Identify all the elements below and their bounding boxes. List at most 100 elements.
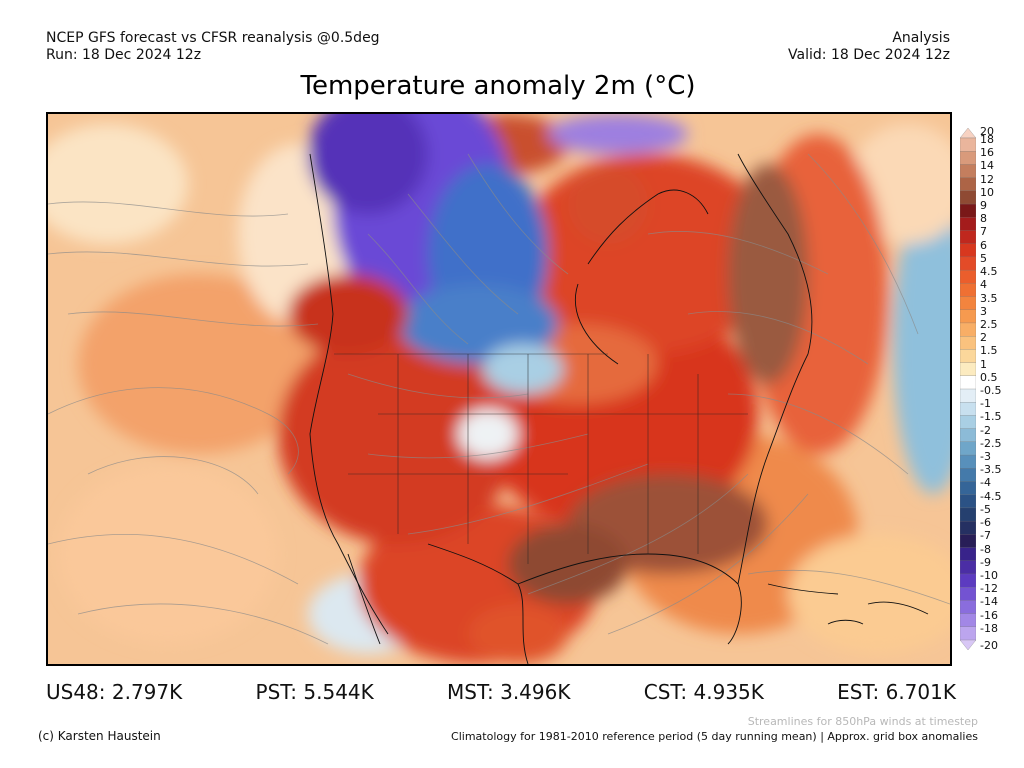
colorbar-swatch <box>960 587 976 602</box>
colorbar-swatch <box>960 256 976 271</box>
colorbar-label: -3 <box>980 450 991 464</box>
colorbar <box>960 128 976 650</box>
colorbar-swatch <box>960 164 976 179</box>
colorbar-label: 12 <box>980 172 994 186</box>
colorbar-swatch <box>960 626 976 641</box>
colorbar-label: 14 <box>980 159 994 173</box>
colorbar-label: -4.5 <box>980 489 1002 503</box>
colorbar-swatch <box>960 454 976 469</box>
colorbar-swatch <box>960 547 976 562</box>
colorbar-label: 1.5 <box>980 344 998 358</box>
colorbar-swatch <box>960 283 976 298</box>
colorbar-swatch <box>960 375 976 390</box>
colorbar-swatch <box>960 137 976 152</box>
colorbar-label: 4 <box>980 278 987 292</box>
map-title: Temperature anomaly 2m (°C) <box>300 71 696 101</box>
colorbar-label: -1.5 <box>980 410 1002 424</box>
region-anomaly-stats: US48: 2.797K PST: 5.544K MST: 3.496K CST… <box>46 678 956 706</box>
colorbar-label: -18 <box>980 621 998 635</box>
colorbar-swatch <box>960 402 976 417</box>
colorbar-swatch <box>960 230 976 245</box>
climatology-note: Climatology for 1981-2010 reference peri… <box>451 730 978 743</box>
colorbar-label: 6 <box>980 238 987 252</box>
colorbar-label: 10 <box>980 185 994 199</box>
colorbar-label: 3 <box>980 304 987 318</box>
colorbar-label: -14 <box>980 595 998 609</box>
colorbar-swatch <box>960 296 976 311</box>
colorbar-label: -4 <box>980 476 991 490</box>
colorbar-label: 1 <box>980 357 987 371</box>
colorbar-label: 7 <box>980 225 987 239</box>
stat-pst: PST: 5.544K <box>255 680 374 704</box>
colorbar-swatch <box>960 560 976 575</box>
run-time: Run: 18 Dec 2024 12z <box>46 47 202 63</box>
colorbar-swatch <box>960 388 976 403</box>
coastlines <box>309 153 929 664</box>
colorbar-swatch <box>960 415 976 430</box>
colorbar-swatch <box>960 441 976 456</box>
colorbar-swatch <box>960 151 976 166</box>
author-credit: (c) Karsten Haustein <box>38 729 161 743</box>
colorbar-swatch <box>960 507 976 522</box>
colorbar-label: 16 <box>980 146 994 160</box>
colorbar-label: 0.5 <box>980 370 998 384</box>
colorbar-swatch <box>960 322 976 337</box>
model-description: NCEP GFS forecast vs CFSR reanalysis @0.… <box>46 30 380 46</box>
colorbar-label: -7 <box>980 529 991 543</box>
colorbar-labels: 20 18 16 14 12 10 9 8 7 6 5 4.5 4 3.5 3 2.5 2 1.5 1 0.5 -0.5… <box>980 125 1024 652</box>
colorbar-label: -12 <box>980 582 998 596</box>
colorbar-swatch <box>960 534 976 549</box>
colorbar-label: -20 <box>980 639 998 652</box>
streamline-note: Streamlines for 850hPa winds at timestep <box>747 715 978 728</box>
colorbar-swatches <box>960 128 976 650</box>
header-right: Analysis Valid: 18 Dec 2024 12z <box>788 30 950 64</box>
analysis-label: Analysis <box>892 30 950 46</box>
colorbar-label: 9 <box>980 199 987 213</box>
colorbar-label: -1 <box>980 397 991 411</box>
colorbar-label: -5 <box>980 502 991 516</box>
colorbar-swatch <box>960 309 976 324</box>
colorbar-swatch <box>960 468 976 483</box>
colorbar-swatch <box>960 481 976 496</box>
colorbar-label: 8 <box>980 212 987 226</box>
state-borders <box>334 353 748 564</box>
colorbar-label: 18 <box>980 133 994 146</box>
stat-us48: US48: 2.797K <box>46 680 183 704</box>
colorbar-label: -2 <box>980 423 991 437</box>
colorbar-swatch <box>960 613 976 628</box>
anomaly-shading <box>48 114 950 664</box>
colorbar-swatch <box>960 349 976 364</box>
colorbar-swatch <box>960 639 976 650</box>
wind-streamlines <box>48 153 950 645</box>
anomaly-map <box>46 112 952 666</box>
colorbar-label: -3.5 <box>980 463 1002 477</box>
colorbar-label: 2.5 <box>980 317 998 331</box>
colorbar-swatch <box>960 573 976 588</box>
colorbar-label: 5 <box>980 251 987 265</box>
valid-time: Valid: 18 Dec 2024 12z <box>788 47 950 63</box>
colorbar-label: -16 <box>980 608 998 622</box>
colorbar-label: -6 <box>980 516 991 530</box>
colorbar-swatch <box>960 494 976 509</box>
colorbar-swatch <box>960 269 976 284</box>
colorbar-swatch <box>960 336 976 351</box>
colorbar-swatch <box>960 600 976 615</box>
colorbar-swatch <box>960 177 976 192</box>
colorbar-label: 4.5 <box>980 265 998 279</box>
colorbar-label: -0.5 <box>980 384 1002 397</box>
colorbar-label: -2.5 <box>980 436 1002 450</box>
anomaly-map-canvas <box>48 114 950 664</box>
colorbar-swatch <box>960 362 976 377</box>
colorbar-label: 20 <box>980 125 994 138</box>
colorbar-swatch <box>960 128 976 139</box>
header-left: NCEP GFS forecast vs CFSR reanalysis @0.… <box>46 30 380 64</box>
colorbar-swatch <box>960 190 976 205</box>
colorbar-swatch <box>960 217 976 232</box>
stat-est: EST: 6.701K <box>837 680 956 704</box>
colorbar-label: 2 <box>980 331 987 345</box>
colorbar-swatch <box>960 520 976 535</box>
colorbar-swatch <box>960 428 976 443</box>
colorbar-label: 3.5 <box>980 291 998 305</box>
colorbar-label: -9 <box>980 555 991 569</box>
colorbar-swatch <box>960 203 976 218</box>
